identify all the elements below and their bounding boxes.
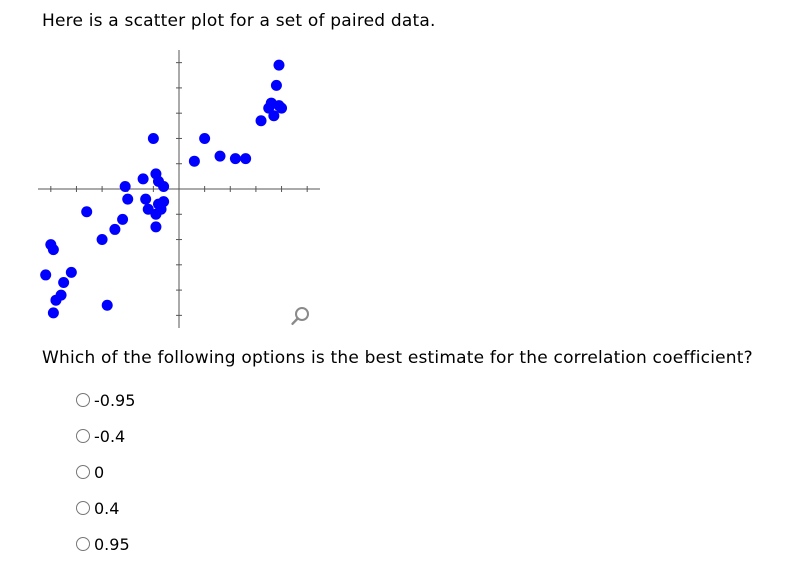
data-point (58, 277, 70, 289)
data-point (155, 203, 167, 215)
option-5[interactable]: 0.95 (76, 526, 135, 562)
option-label: -0.4 (94, 426, 126, 446)
option-4[interactable]: 0.4 (76, 490, 135, 526)
radio-button[interactable] (76, 393, 90, 407)
radio-button[interactable] (76, 465, 90, 479)
data-point (47, 307, 59, 319)
data-point (147, 132, 159, 144)
option-1[interactable]: -0.95 (76, 382, 135, 418)
data-point (140, 193, 152, 205)
data-point (268, 110, 280, 122)
data-point (229, 153, 241, 165)
scatter-plot (38, 50, 320, 328)
plot-axes (38, 50, 320, 328)
radio-button[interactable] (76, 501, 90, 515)
data-point (188, 155, 200, 167)
data-point (240, 153, 252, 165)
data-point (109, 223, 121, 235)
data-point (273, 59, 285, 71)
data-point (40, 269, 52, 281)
data-point (50, 294, 62, 306)
data-point (150, 221, 162, 233)
data-point (276, 102, 288, 114)
option-2[interactable]: -0.4 (76, 418, 135, 454)
option-label: -0.95 (94, 390, 136, 410)
data-point (47, 244, 59, 256)
data-point (81, 206, 93, 218)
data-point (270, 79, 282, 91)
data-point (158, 180, 170, 192)
option-label: 0 (94, 462, 105, 482)
prompt-text: Here is a scatter plot for a set of pair… (42, 11, 436, 31)
option-label: 0.4 (94, 498, 120, 518)
data-point (96, 234, 108, 246)
data-point (255, 115, 267, 127)
data-point (122, 193, 134, 205)
data-point (119, 180, 131, 192)
data-point (137, 173, 149, 185)
data-point (101, 299, 113, 311)
data-point (65, 266, 77, 278)
plot-points (40, 59, 288, 319)
zoom-in-icon[interactable] (289, 304, 313, 328)
answer-options: -0.95 -0.4 0 0.4 0.95 (76, 382, 135, 562)
data-point (117, 213, 129, 225)
question-text: Which of the following options is the be… (42, 348, 753, 368)
data-point (214, 150, 226, 162)
option-label: 0.95 (94, 534, 130, 554)
data-point (199, 132, 211, 144)
radio-button[interactable] (76, 537, 90, 551)
option-3[interactable]: 0 (76, 454, 135, 490)
radio-button[interactable] (76, 429, 90, 443)
